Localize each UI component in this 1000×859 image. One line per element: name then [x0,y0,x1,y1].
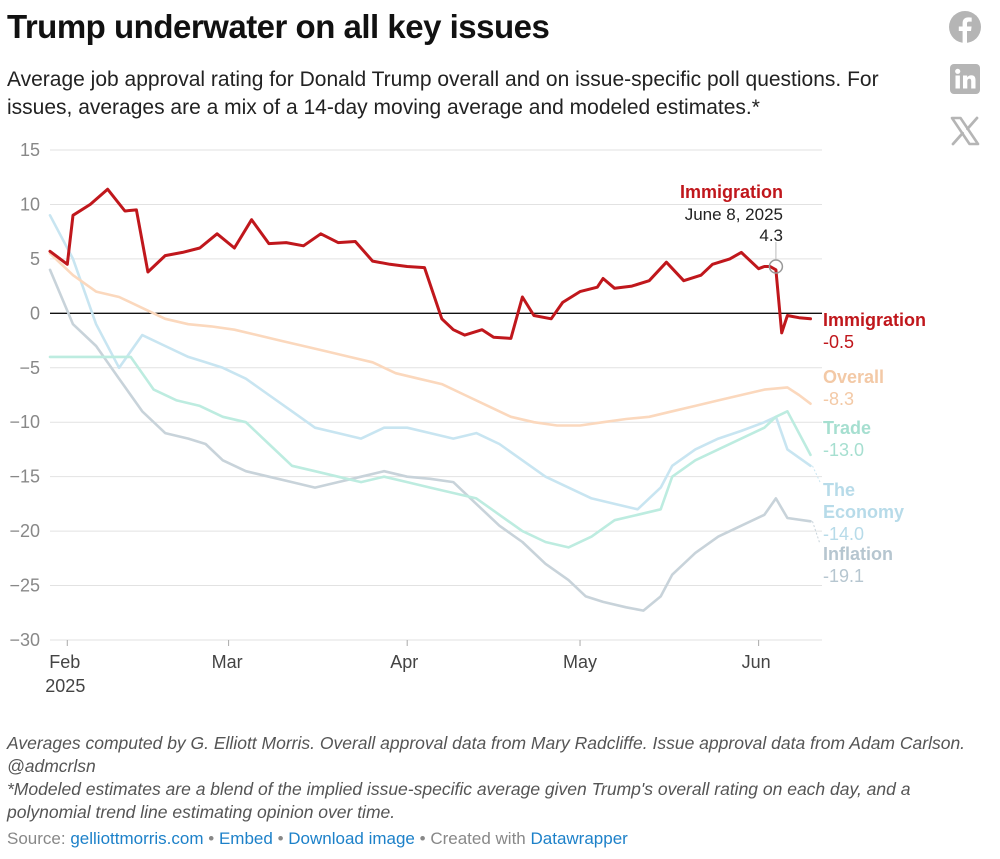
immigration-value-label: -0.5 [823,332,854,352]
linkedin-icon[interactable] [948,62,986,100]
notes-credit: Averages computed by G. Elliott Morris. … [7,733,966,776]
chart-title: Trump underwater on all key issues [7,8,550,45]
embed-link[interactable]: Embed [218,829,273,848]
inflation-leader-line [812,521,821,545]
chart-subtitle: Average job approval rating for Donald T… [7,68,879,119]
y-tick-label: −30 [9,630,40,650]
inflation-name-label: Inflation [823,544,893,564]
tooltip-date-label: June 8, 2025 [685,205,783,224]
x-icon[interactable] [948,114,986,152]
separator: • [208,829,215,848]
immigration-line [48,187,812,340]
economy-leader-line [812,465,821,483]
inflation-line [48,268,812,612]
economy-name-label: The [823,480,855,500]
y-tick-label: −20 [9,521,40,541]
overall-line [48,252,812,427]
y-tick-label: −15 [9,467,40,487]
inflation-value-label: -19.1 [823,566,864,586]
y-tick-label: −10 [9,412,40,432]
trade-name-label: Trade [823,418,871,438]
trade-value-label: -13.0 [823,440,864,460]
x-tick-label: Apr [390,652,418,672]
x-tick-label: Feb [49,652,80,672]
y-tick-label: 0 [30,303,40,323]
separator: • [419,829,426,848]
tooltip-marker [768,259,784,274]
economy-line [48,214,812,511]
overall-name-label: Overall [823,367,884,387]
trade-line [48,355,812,549]
x-tick-label: May [563,652,597,672]
immigration-name-label: Immigration [823,310,926,330]
series-layer [48,187,812,612]
y-tick-label: −5 [19,358,40,378]
y-tick-label: 15 [20,140,40,160]
facebook-icon[interactable] [948,10,986,48]
notes-footnote: *Modeled estimates are a blend of the im… [7,779,911,822]
source-link[interactable]: gelliottmorris.com [70,829,204,848]
economy-value-label: -14.0 [823,524,864,544]
download-image-link[interactable]: Download image [288,829,415,848]
chart-notes: Averages computed by G. Elliott Morris. … [7,732,992,824]
tooltip-value-label: 4.3 [759,226,783,245]
economy-name-label: Economy [823,502,904,522]
line-chart: 15 10 5 0 −5 −10 −15 −20 −25 −30 Feb 2025 Mar Apr May J… [9,140,926,696]
created-with-label: Created with [430,829,526,848]
separator: • [277,829,284,848]
y-tick-label: 5 [30,249,40,269]
x-tick-label: Mar [212,652,243,672]
source-line: Source: gelliottmorris.com • Embed • Dow… [7,829,628,849]
x-tick-label: Jun [742,652,771,672]
overall-value-label: -8.3 [823,389,854,409]
tooltip-series-label: Immigration [680,182,783,202]
y-tick-label: 10 [20,194,40,214]
x-tick-year-label: 2025 [45,676,85,696]
tooltip: Immigration June 8, 2025 4.3 [680,182,784,274]
share-bar [948,10,988,166]
source-label: Source: [7,829,66,848]
grid-layer: 15 10 5 0 −5 −10 −15 −20 −25 −30 Feb 2025 Mar Apr May J… [9,140,822,696]
y-tick-label: −25 [9,576,40,596]
datawrapper-link[interactable]: Datawrapper [530,829,628,848]
